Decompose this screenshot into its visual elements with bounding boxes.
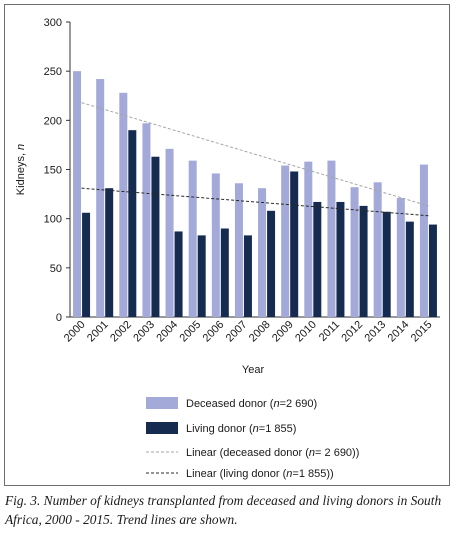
x-tick-label-2000: 2000 bbox=[62, 319, 88, 345]
bar-chart: 0 50 100 150 200 250 300 Kidneys, n 200020012002… bbox=[15, 17, 440, 480]
bar-living-2011 bbox=[336, 201, 345, 317]
bar-deceased-2014 bbox=[396, 198, 405, 317]
legend-swatch-living bbox=[146, 422, 178, 434]
legend-label-living-trend: Linear (living donor (n=1 855)) bbox=[186, 468, 334, 480]
trendline-deceased bbox=[81, 102, 429, 207]
y-tick-label: 250 bbox=[44, 66, 62, 78]
bar-living-2010 bbox=[313, 201, 322, 317]
x-tick-label-2008: 2008 bbox=[247, 319, 273, 345]
bar-living-2015 bbox=[428, 224, 437, 317]
bar-living-2002 bbox=[128, 130, 137, 317]
x-tick-label-2010: 2010 bbox=[293, 319, 319, 345]
bar-living-2012 bbox=[359, 205, 368, 317]
figure-caption: Fig. 3. Number of kidneys transplanted f… bbox=[5, 493, 442, 527]
bar-deceased-2003 bbox=[142, 123, 151, 318]
bar-deceased-2013 bbox=[373, 182, 382, 317]
x-axis-title: Year bbox=[242, 364, 265, 376]
x-tick-label-2005: 2005 bbox=[178, 319, 204, 345]
bar-living-2004 bbox=[174, 231, 183, 317]
bar-living-2000 bbox=[82, 212, 91, 317]
bar-deceased-2010 bbox=[304, 161, 313, 317]
y-tick-label: 200 bbox=[44, 115, 62, 127]
x-tick-label-2002: 2002 bbox=[108, 319, 134, 345]
y-tick-label: 150 bbox=[44, 165, 62, 177]
bar-deceased-2006 bbox=[211, 173, 220, 317]
x-tick-label-2003: 2003 bbox=[131, 319, 157, 345]
x-tick-label-2004: 2004 bbox=[154, 319, 180, 345]
legend-label-deceased: Deceased donor (n=2 690) bbox=[186, 398, 317, 410]
y-tick-label: 100 bbox=[44, 214, 62, 226]
bar-living-2001 bbox=[105, 188, 114, 317]
figure-frame bbox=[4, 4, 450, 486]
x-tick-label-2006: 2006 bbox=[201, 319, 227, 345]
legend-label-living: Living donor (n=1 855) bbox=[186, 423, 296, 435]
bar-deceased-2015 bbox=[419, 164, 428, 317]
bar-deceased-2012 bbox=[350, 187, 359, 317]
x-tick-label-2012: 2012 bbox=[339, 319, 365, 345]
bar-living-2013 bbox=[382, 211, 391, 317]
x-tick-label-2009: 2009 bbox=[270, 319, 296, 345]
trendline-living bbox=[81, 187, 429, 217]
y-tick-label: 300 bbox=[44, 17, 62, 29]
bar-deceased-2009 bbox=[281, 165, 290, 317]
y-tick-label: 0 bbox=[56, 312, 62, 324]
bar-deceased-2011 bbox=[327, 160, 336, 317]
x-tick-label-2001: 2001 bbox=[85, 319, 111, 345]
bar-deceased-2005 bbox=[188, 160, 197, 317]
bar-living-2007 bbox=[243, 235, 252, 317]
bar-living-2008 bbox=[267, 210, 276, 317]
bar-deceased-2004 bbox=[165, 148, 174, 317]
legend-label-deceased-trend: Linear (deceased donor (n= 2 690)) bbox=[186, 447, 359, 459]
bar-deceased-2001 bbox=[96, 79, 105, 318]
x-tick-label-2013: 2013 bbox=[363, 319, 389, 345]
x-tick-label-2014: 2014 bbox=[386, 319, 412, 345]
bar-living-2005 bbox=[197, 235, 206, 317]
bar-living-2003 bbox=[151, 156, 160, 317]
bar-deceased-2008 bbox=[258, 188, 267, 317]
x-tick-label-2015: 2015 bbox=[409, 319, 435, 345]
legend-swatch-deceased bbox=[146, 397, 178, 409]
bar-deceased-2007 bbox=[234, 183, 243, 317]
y-axis-title: Kidneys, n bbox=[15, 144, 27, 195]
x-tick-label-2011: 2011 bbox=[317, 319, 342, 344]
bar-deceased-2000 bbox=[73, 71, 82, 318]
bar-living-2009 bbox=[290, 171, 299, 317]
bar-living-2014 bbox=[405, 221, 414, 317]
x-tick-label-2007: 2007 bbox=[224, 319, 250, 345]
y-tick-label: 50 bbox=[50, 263, 62, 275]
bar-deceased-2002 bbox=[119, 92, 128, 317]
bar-living-2006 bbox=[220, 228, 229, 317]
